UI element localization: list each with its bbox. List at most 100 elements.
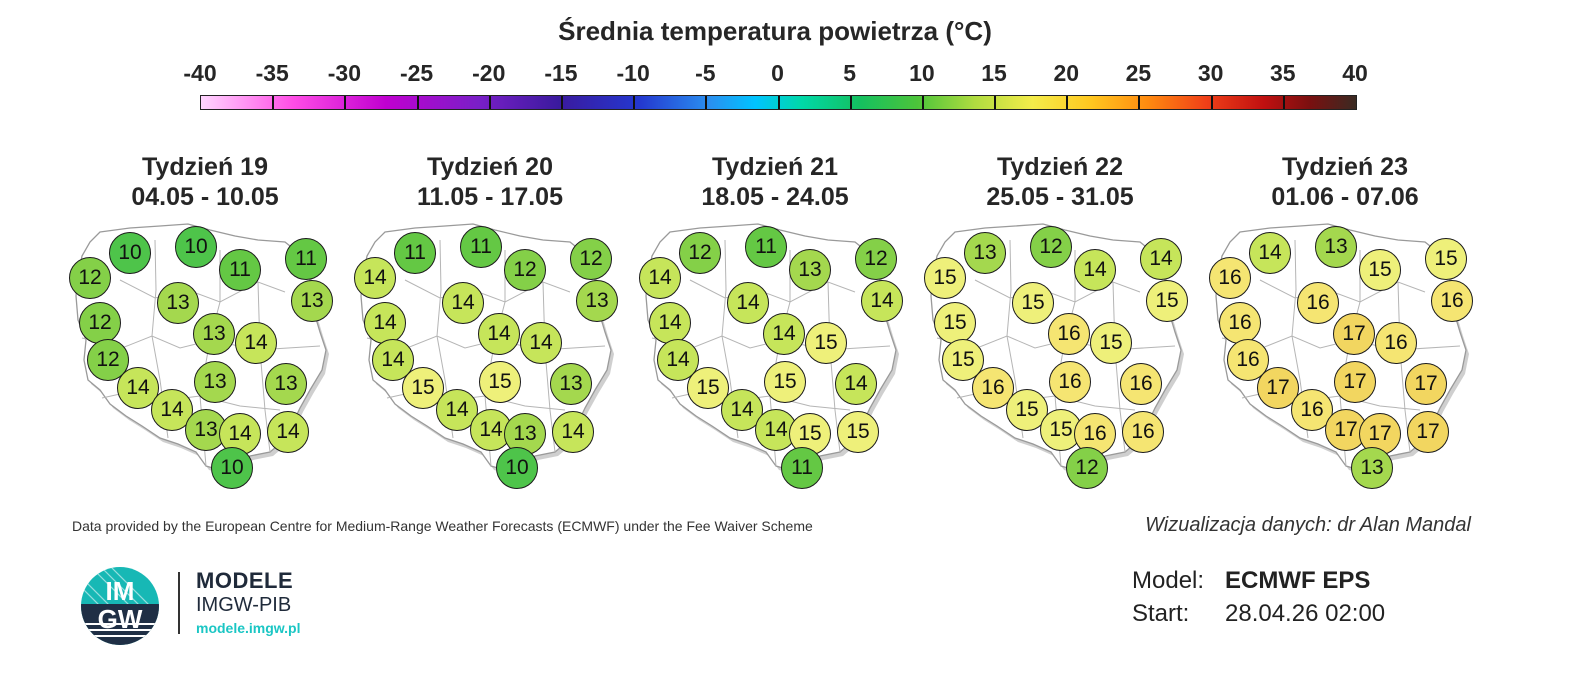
temperature-bubble: 13 xyxy=(193,313,235,355)
temperature-bubble: 15 xyxy=(764,361,806,403)
temperature-bubble: 11 xyxy=(781,447,823,489)
logo-separator xyxy=(178,572,180,634)
start-value: 28.04.26 02:00 xyxy=(1225,600,1386,627)
temperature-bubble: 13 xyxy=(265,363,307,405)
week-panel: Tydzień 20 11.05 - 17.05 11 11 12 14 12 14 13 14 1… xyxy=(345,150,635,500)
colorbar-tick-label: -10 xyxy=(616,60,650,86)
temperature-bubble: 14 xyxy=(478,313,520,355)
region-boundary xyxy=(1259,279,1426,303)
temperature-bubble: 17 xyxy=(1334,361,1376,403)
temperature-bubble: 15 xyxy=(1012,282,1054,324)
temperature-bubble: 17 xyxy=(1333,313,1375,355)
model-value: ECMWF EPS xyxy=(1225,567,1371,594)
temperature-bubble: 10 xyxy=(211,447,253,489)
temperature-bubble: 14 xyxy=(1249,232,1291,274)
colorbar-tick-mark xyxy=(1066,96,1069,109)
temperature-bubble: 11 xyxy=(285,238,327,280)
region-boundary xyxy=(974,279,1141,303)
temperature-bubble: 16 xyxy=(1219,302,1261,344)
temperature-bubble: 16 xyxy=(1431,280,1473,322)
colorbar-tick-label: 10 xyxy=(909,60,935,86)
temperature-bubble: 15 xyxy=(1006,389,1048,431)
temperature-bubble: 16 xyxy=(1122,411,1164,453)
colorbar-tick-label: -5 xyxy=(695,60,716,86)
week-dates: 25.05 - 31.05 xyxy=(986,183,1134,211)
chart-title: Średnia temperatura powietrza (°C) xyxy=(558,16,992,46)
colorbar-tick-mark xyxy=(416,96,419,109)
temperature-bubble: 14 xyxy=(639,257,681,299)
colorbar-tick-label: 35 xyxy=(1270,60,1296,86)
temperature-bubble: 11 xyxy=(394,232,436,274)
region-boundary xyxy=(689,279,856,303)
region-boundary xyxy=(404,279,571,303)
temperature-bubble: 15 xyxy=(1146,280,1188,322)
week-dates: 11.05 - 17.05 xyxy=(417,183,563,211)
temperature-bubble: 16 xyxy=(1049,361,1091,403)
temperature-bubble: 14 xyxy=(835,363,877,405)
data-credits: Data provided by the European Centre for… xyxy=(72,518,813,534)
week-dates: 18.05 - 24.05 xyxy=(701,183,849,211)
colorbar-tick-mark xyxy=(777,96,780,109)
temperature-bubble: 12 xyxy=(679,232,721,274)
temperature-bubble: 13 xyxy=(291,280,333,322)
temperature-bubble: 16 xyxy=(1375,322,1417,364)
week-dates: 01.06 - 07.06 xyxy=(1271,183,1419,211)
week-panel: Tydzień 21 18.05 - 24.05 12 11 13 14 12 14 14 14 1… xyxy=(630,150,920,500)
colorbar-tick-label: 30 xyxy=(1197,60,1224,86)
temperature-bubble: 15 xyxy=(805,322,847,364)
temperature-bubble: 15 xyxy=(687,367,729,409)
temperature-bubble: 13 xyxy=(194,361,236,403)
temperature-bubble: 10 xyxy=(109,232,151,274)
colorbar-tick-label: -35 xyxy=(255,60,289,86)
imgw-logo: IM GW xyxy=(81,567,159,645)
region-boundary xyxy=(119,279,286,303)
temperature-bubble: 11 xyxy=(460,226,502,268)
colorbar-tick-mark xyxy=(705,96,708,109)
colorbar-tick-mark xyxy=(1138,96,1141,109)
temperature-bubble: 14 xyxy=(552,411,594,453)
temperature-bubble: 13 xyxy=(964,232,1006,274)
model-label: Model: xyxy=(1132,567,1205,594)
colorbar-tick-mark xyxy=(849,96,852,109)
temperature-bubble: 12 xyxy=(570,238,612,280)
colorbar-tick-label: 5 xyxy=(843,60,857,86)
colorbar-tick-mark xyxy=(921,96,924,109)
temperature-bubble: 16 xyxy=(1297,282,1339,324)
colorbar-tick-mark xyxy=(994,96,997,109)
colorbar-tick-mark xyxy=(344,96,347,109)
colorbar-tick-mark xyxy=(1282,96,1285,109)
colorbar-tick-mark xyxy=(488,96,491,109)
temperature-bubble: 17 xyxy=(1405,363,1447,405)
temperature-bubble: 16 xyxy=(1209,257,1251,299)
temperature-bubble: 14 xyxy=(721,389,763,431)
temperature-bubble: 10 xyxy=(496,447,538,489)
brand-name: MODELE xyxy=(196,568,294,593)
temperature-bubble: 14 xyxy=(520,322,562,364)
colorbar-tick-mark xyxy=(560,96,563,109)
week-title: Tydzień 22 xyxy=(997,153,1123,181)
temperature-bubble: 14 xyxy=(727,282,769,324)
colorbar-tick-label: 25 xyxy=(1125,60,1152,86)
colorbar-tick-label: -20 xyxy=(472,60,506,86)
temperature-bubble: 14 xyxy=(235,322,277,364)
colorbar-tick-label: 40 xyxy=(1342,60,1368,86)
temperature-bubble: 15 xyxy=(1359,249,1401,291)
temperature-bubble: 12 xyxy=(504,249,546,291)
logo-text-top: IM xyxy=(106,576,135,606)
temperature-bubble: 14 xyxy=(649,302,691,344)
logo-text-bottom: GW xyxy=(98,604,143,634)
temperature-bubble: 13 xyxy=(789,249,831,291)
temperature-bubble: 12 xyxy=(1066,447,1108,489)
temperature-bubble: 14 xyxy=(364,302,406,344)
temperature-bubble: 14 xyxy=(861,280,903,322)
temperature-bubble: 14 xyxy=(1140,238,1182,280)
temperature-bubble: 10 xyxy=(175,226,217,268)
temperature-colorbar xyxy=(200,95,1357,110)
week-title: Tydzień 23 xyxy=(1282,153,1408,181)
temperature-bubble: 15 xyxy=(479,361,521,403)
week-title: Tydzień 19 xyxy=(142,153,268,181)
temperature-bubble: 15 xyxy=(924,257,966,299)
temperature-bubble: 14 xyxy=(1074,249,1116,291)
brand-url[interactable]: modele.imgw.pl xyxy=(196,620,301,636)
temperature-bubble: 15 xyxy=(837,411,879,453)
